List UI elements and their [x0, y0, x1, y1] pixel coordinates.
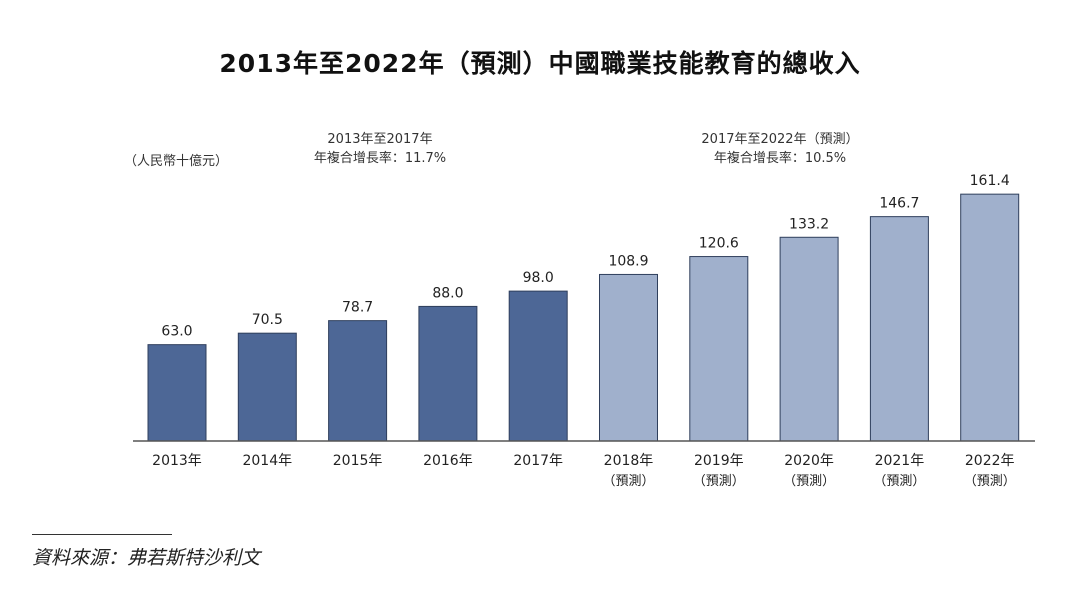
data-label: 120.6 [699, 236, 739, 252]
data-label: 70.5 [252, 312, 283, 328]
x-tick-label: 2018年 [604, 453, 654, 469]
bar-2017年 [508, 290, 568, 442]
x-tick-label: 2019年 [694, 453, 744, 469]
cagr-rate: 年複合增長率：11.7% [313, 151, 447, 166]
bar-2019年 [689, 256, 749, 442]
source-divider [32, 534, 172, 535]
cagr-period: 2017年至2022年（預測） [701, 132, 859, 147]
x-tick-label: 2017年 [513, 453, 563, 469]
data-label: 78.7 [342, 300, 373, 316]
x-tick-sublabel: （預測） [602, 474, 654, 489]
bar-2016年 [418, 305, 478, 442]
data-label: 88.0 [432, 285, 463, 301]
x-tick-sublabel: （預測） [693, 474, 745, 489]
data-label: 108.9 [608, 253, 648, 269]
data-label: 98.0 [523, 270, 554, 286]
bar-2015年 [328, 320, 388, 442]
data-label: 63.0 [161, 324, 192, 340]
bar-2014年 [237, 332, 297, 442]
data-label: 146.7 [879, 196, 919, 212]
bar-2013年 [147, 344, 207, 442]
bar-2022年 [960, 193, 1020, 442]
x-tick-sublabel: （預測） [873, 474, 925, 489]
x-tick-label: 2020年 [784, 453, 834, 469]
cagr-rate: 年複合增長率：10.5% [713, 151, 847, 166]
x-tick-sublabel: （預測） [783, 474, 835, 489]
data-label: 161.4 [970, 173, 1010, 189]
bar-2020年 [779, 236, 839, 442]
bar-2021年 [869, 216, 929, 442]
x-tick-label: 2014年 [242, 453, 292, 469]
cagr-annotation-2013-2017: 2013年至2017年 年複合增長率：11.7% [280, 130, 480, 168]
x-tick-label: 2016年 [423, 453, 473, 469]
x-tick-label: 2022年 [965, 453, 1015, 469]
cagr-annotation-2017-2022: 2017年至2022年（預測） 年複合增長率：10.5% [670, 130, 890, 168]
data-label: 133.2 [789, 216, 829, 232]
x-tick-label: 2015年 [333, 453, 383, 469]
source-note: 資料來源：弗若斯特沙利文 [32, 547, 261, 569]
x-tick-label: 2021年 [875, 453, 925, 469]
bar-2018年 [599, 273, 658, 442]
x-tick-label: 2013年 [152, 453, 202, 469]
cagr-period: 2013年至2017年 [327, 132, 433, 147]
x-tick-sublabel: （預測） [964, 474, 1016, 489]
y-axis-unit-label: （人民幣十億元） [124, 154, 229, 169]
chart-title: 2013年至2022年（預測）中國職業技能教育的總收入 [219, 49, 861, 78]
